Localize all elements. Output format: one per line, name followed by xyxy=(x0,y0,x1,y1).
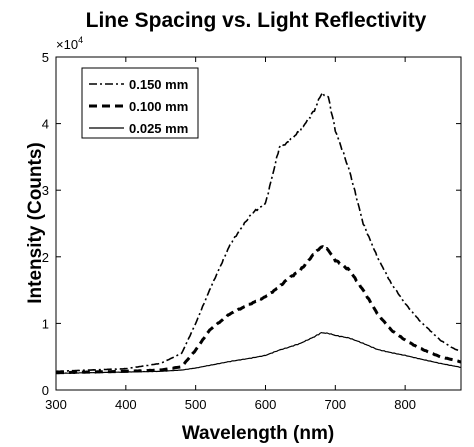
x-axis: 300 400 500 600 700 800 xyxy=(45,57,416,412)
y-multiplier-base: ×10 xyxy=(56,37,78,52)
plot-frame xyxy=(55,56,462,391)
series-line-1 xyxy=(56,91,461,373)
y-tick-label: 0 xyxy=(42,383,49,398)
series-line-2 xyxy=(56,245,461,375)
y-multiplier-exponent: 4 xyxy=(78,35,83,45)
y-axis-label: Intensity (Counts) xyxy=(25,142,46,304)
y-tick-label: 2 xyxy=(42,250,49,265)
plot-area xyxy=(56,91,461,375)
x-tick-label: 700 xyxy=(324,397,346,412)
x-tick-label: 300 xyxy=(45,397,67,412)
series-layer xyxy=(56,91,461,375)
x-axis-label: Wavelength (nm) xyxy=(182,423,334,444)
x-tick-label: 600 xyxy=(255,397,277,412)
y-tick-label: 3 xyxy=(42,183,49,198)
x-tick-label: 800 xyxy=(394,397,416,412)
legend-label-3: 0.025 mm xyxy=(129,121,188,136)
y-tick-label: 5 xyxy=(42,50,49,65)
y-multiplier: ×104 xyxy=(56,35,83,52)
legend-label-1: 0.150 mm xyxy=(129,77,188,92)
series-line-3 xyxy=(56,332,461,374)
legend-label-2: 0.100 mm xyxy=(129,99,188,114)
legend-box xyxy=(81,67,199,139)
x-tick-label: 500 xyxy=(185,397,207,412)
chart-title: Line Spacing vs. Light Reflectivity xyxy=(86,9,427,32)
y-tick-label: 4 xyxy=(42,117,49,132)
x-tick-label: 400 xyxy=(115,397,137,412)
legend: 0.150 mm 0.100 mm 0.025 mm xyxy=(81,67,199,139)
y-tick-label: 1 xyxy=(42,316,49,331)
y-axis: 0 1 2 3 4 5 xyxy=(42,50,461,398)
